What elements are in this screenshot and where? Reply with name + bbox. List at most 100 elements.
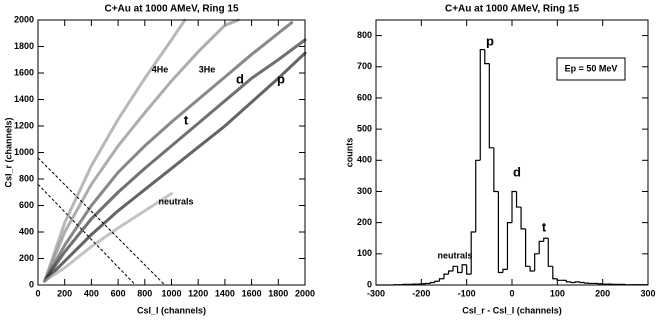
y-tick-label: 800 (357, 30, 372, 40)
x-tick-label: 200 (595, 288, 610, 298)
chart-title: C+Au at 1000 AMeV, Ring 15 (445, 4, 579, 15)
hist-step (547, 238, 553, 267)
y-tick-label: 400 (357, 155, 372, 165)
band (43, 192, 173, 283)
hist-step (529, 266, 535, 272)
y-tick-label: 500 (357, 123, 372, 133)
hist-step (461, 264, 467, 273)
hist-step (552, 266, 558, 280)
hist-step (525, 228, 531, 267)
hist-step (438, 278, 444, 282)
y-tick-label: 400 (19, 226, 34, 236)
hist-step (488, 63, 494, 149)
y-tick-label: 2000 (14, 14, 34, 24)
chart-title: C+Au at 1000 AMeV, Ring 15 (104, 4, 238, 15)
hist-step (556, 278, 562, 281)
hist-step (470, 231, 476, 275)
y-axis-label: CsI_r (channels) (3, 117, 13, 187)
hist-step (434, 280, 440, 283)
hist-step (574, 281, 580, 283)
band (43, 18, 187, 283)
x-axis-label: CsI_r - CsI_l (channels) (462, 305, 562, 315)
cut-line (37, 183, 136, 286)
annotation: neutrals (437, 250, 472, 260)
x-tick-label: 300 (640, 288, 655, 298)
hist-step (579, 281, 585, 284)
y-tick-label: 600 (357, 92, 372, 102)
hist-step (502, 268, 508, 273)
y-tick-label: 700 (357, 61, 372, 71)
hist-step (497, 191, 503, 274)
annotation: 4He (152, 64, 169, 74)
y-tick-label: 0 (29, 279, 34, 289)
hist-step (475, 159, 481, 232)
y-tick-label: 0 (367, 279, 372, 289)
x-tick-label: 600 (111, 288, 126, 298)
hist-step (565, 280, 571, 283)
band (43, 21, 294, 283)
x-axis-label: CsI_l (channels) (137, 305, 206, 315)
hist-step (457, 266, 463, 274)
x-tick-label: -300 (367, 288, 385, 298)
annotation: neutrals (158, 196, 193, 206)
y-tick-label: 1400 (14, 94, 34, 104)
cut-line (37, 157, 166, 286)
x-tick-label: 1800 (268, 288, 288, 298)
y-tick-label: 1800 (14, 41, 34, 51)
hist-step (543, 237, 549, 242)
band (43, 38, 307, 283)
x-tick-label: 400 (84, 288, 99, 298)
hist-step (484, 49, 490, 65)
x-tick-label: 2000 (295, 288, 315, 298)
annotation: d (236, 71, 244, 86)
annotation: Ep = 50 MeV (565, 63, 618, 73)
y-tick-label: 300 (357, 186, 372, 196)
x-tick-label: 100 (550, 288, 565, 298)
hist-step (511, 190, 517, 223)
hist-step (447, 270, 454, 275)
x-tick-label: 0 (509, 288, 514, 298)
y-tick-label: 200 (357, 217, 372, 227)
y-tick-label: 800 (19, 173, 34, 183)
hist-step (583, 282, 590, 284)
annotation: 3He (199, 64, 216, 74)
hist-step (452, 265, 458, 271)
hist-step (520, 207, 526, 230)
y-tick-label: 1600 (14, 67, 34, 77)
x-tick-label: 200 (57, 288, 72, 298)
annotation: p (277, 71, 285, 86)
x-tick-label: 0 (35, 288, 40, 298)
plot-frame (375, 19, 649, 286)
x-tick-label: 1400 (215, 288, 235, 298)
band (43, 18, 240, 283)
x-tick-label: 1600 (242, 288, 262, 298)
hist-step (466, 264, 472, 275)
y-tick-label: 100 (357, 248, 372, 258)
annotation-box (556, 57, 626, 81)
hist-step (479, 49, 485, 161)
hist-step (493, 147, 499, 193)
hist-step (515, 191, 522, 208)
annotation: p (486, 33, 494, 48)
y-axis-label: counts (344, 138, 354, 168)
y-tick-label: 600 (19, 200, 34, 210)
annotation: d (513, 164, 521, 179)
x-tick-label: -200 (412, 288, 430, 298)
hist-step (534, 253, 540, 271)
annotation: t (184, 112, 189, 127)
y-tick-label: 200 (19, 253, 34, 263)
x-tick-label: -100 (458, 288, 476, 298)
hist-step (570, 281, 576, 284)
hist-step (538, 240, 544, 254)
y-tick-label: 1200 (14, 120, 34, 130)
annotation: t (542, 219, 547, 234)
band (43, 51, 307, 283)
plot-frame (37, 19, 306, 286)
x-tick-label: 1000 (161, 288, 181, 298)
x-tick-label: 800 (137, 288, 152, 298)
hist-step (506, 222, 512, 270)
hist-step (429, 281, 435, 284)
x-tick-label: 1200 (188, 288, 208, 298)
hist-step (443, 273, 449, 279)
